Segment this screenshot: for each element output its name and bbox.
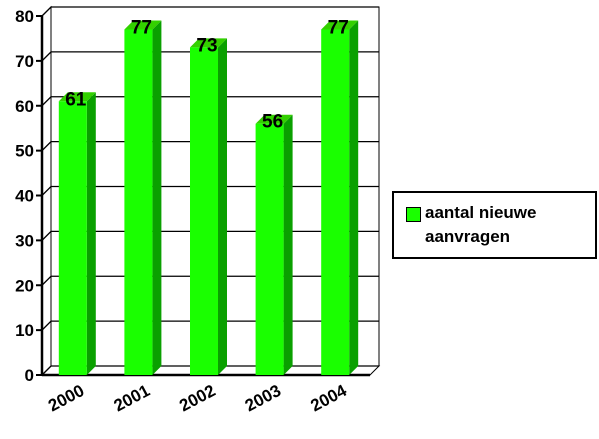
x-tick-label: 2002 bbox=[176, 381, 218, 416]
x-tick-label: 2000 bbox=[45, 381, 87, 416]
bar-top bbox=[58, 92, 96, 102]
bar-top bbox=[321, 20, 359, 30]
bar bbox=[321, 29, 350, 376]
y-tick-label: 10 bbox=[15, 321, 34, 340]
y-tick-label: 50 bbox=[15, 142, 34, 161]
gridline bbox=[41, 6, 379, 17]
bar bbox=[124, 29, 153, 376]
y-tick-label: 60 bbox=[15, 97, 34, 116]
x-tick-label: 2003 bbox=[242, 381, 284, 416]
bar-side bbox=[283, 114, 293, 375]
bar-top bbox=[124, 20, 162, 30]
x-tick-label: 2004 bbox=[307, 381, 350, 416]
legend-swatch bbox=[406, 207, 421, 222]
bar-side bbox=[86, 92, 96, 375]
bar-side bbox=[152, 20, 162, 376]
bar-top bbox=[190, 38, 227, 48]
bar-side bbox=[218, 38, 227, 375]
gridline bbox=[41, 96, 379, 107]
legend: aantal nieuwe aanvragen bbox=[392, 191, 597, 259]
y-tick-label: 30 bbox=[15, 231, 34, 250]
y-tick-label: 70 bbox=[15, 52, 34, 71]
data-label: 77 bbox=[328, 17, 349, 38]
bar bbox=[255, 123, 284, 375]
x-tick-label: 2001 bbox=[111, 381, 153, 416]
data-label: 56 bbox=[262, 112, 283, 133]
legend-label: aantal nieuwe aanvragen bbox=[425, 203, 537, 246]
data-label: 73 bbox=[196, 35, 217, 56]
bar-side bbox=[349, 20, 359, 376]
bar bbox=[190, 47, 218, 375]
y-tick-label: 80 bbox=[15, 7, 34, 26]
data-label: 77 bbox=[131, 17, 152, 38]
y-tick-label: 0 bbox=[25, 366, 34, 385]
gridline bbox=[41, 51, 379, 62]
bar-top bbox=[255, 114, 293, 124]
bar bbox=[58, 101, 87, 375]
y-tick-label: 20 bbox=[15, 276, 34, 295]
data-label: 61 bbox=[65, 89, 87, 110]
y-tick-label: 40 bbox=[15, 187, 34, 206]
